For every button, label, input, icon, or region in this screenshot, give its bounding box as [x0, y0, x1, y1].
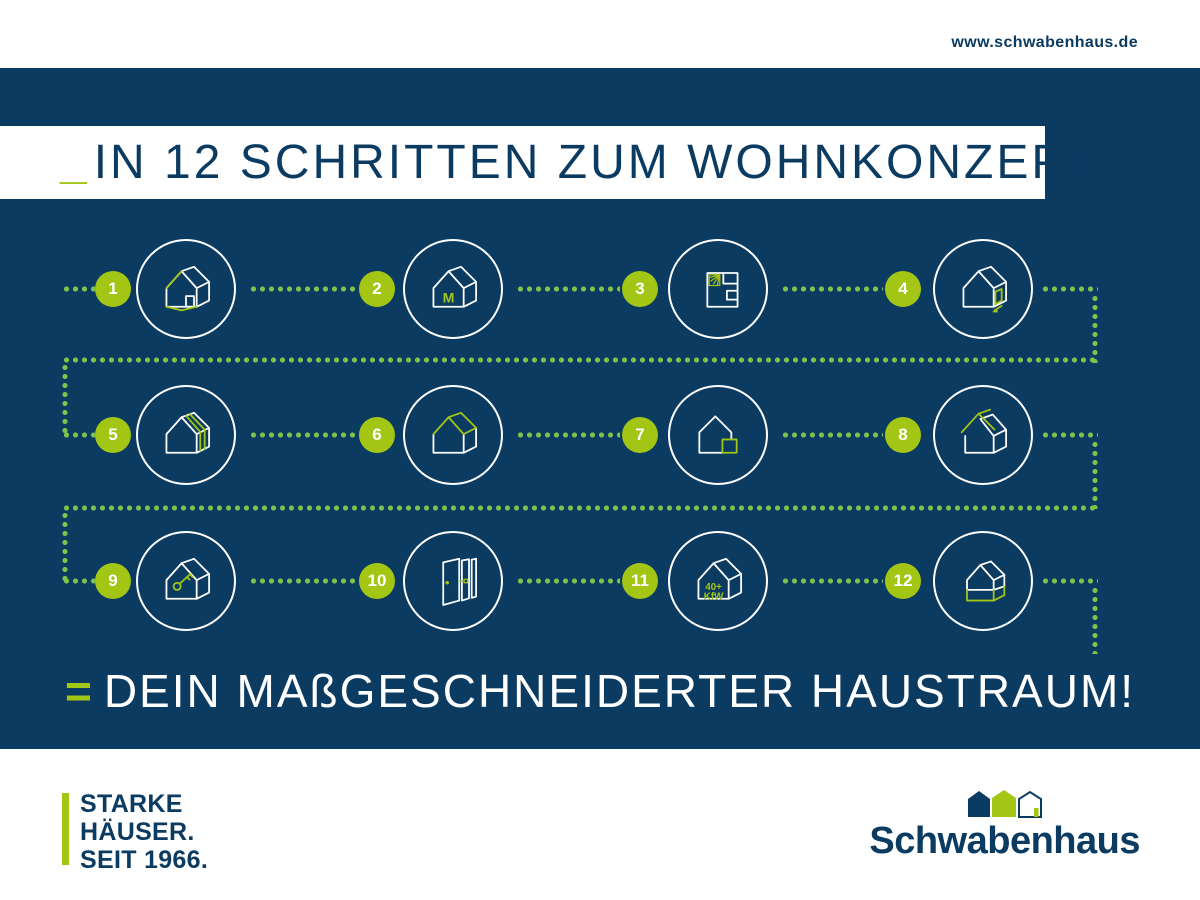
dotted-connector — [781, 432, 883, 438]
top-bar: www.schwabenhaus.de — [0, 0, 1200, 68]
dotted-connector — [62, 363, 68, 435]
result-text: DEIN MAßGESCHNEIDERTER HAUSTRAUM! — [103, 665, 1136, 717]
dotted-connector — [249, 578, 356, 584]
title-banner: _IN 12 SCHRITTEN ZUM WOHNKONZEPT — [0, 126, 1096, 199]
house-green-roof-icon — [432, 411, 477, 454]
step-11-icon-label-line2: KfW — [704, 592, 724, 603]
house-with-door-icon — [165, 265, 210, 312]
doors-icon — [442, 557, 477, 606]
house-annex-square-icon — [698, 415, 738, 454]
step-6-badge: 6 — [359, 417, 395, 453]
dotted-connector — [62, 511, 68, 583]
dotted-connector — [516, 432, 620, 438]
step-4-circle — [933, 239, 1033, 339]
schwabenhaus-logo: Schwabenhaus — [869, 787, 1140, 861]
dotted-connector — [62, 357, 1098, 363]
title-underscore-accent: _ — [60, 136, 90, 189]
dotted-connector — [1092, 440, 1098, 509]
step-6-circle — [403, 385, 503, 485]
dotted-connector — [249, 432, 356, 438]
three-houses-icon — [967, 790, 1042, 818]
dotted-connector — [1041, 432, 1098, 438]
step-12-circle — [933, 531, 1033, 631]
footer: STARKE HÄUSER. SEIT 1966. Schwabenhaus — [0, 749, 1200, 900]
dotted-connector — [62, 432, 95, 438]
tagline-accent-bar — [62, 793, 69, 865]
tagline-line-3: SEIT 1966. — [80, 846, 209, 874]
dotted-connector — [781, 286, 883, 292]
step-7-badge: 7 — [622, 417, 658, 453]
step-1-number: 1 — [108, 279, 118, 298]
equals-accent: = — [64, 665, 94, 717]
step-8-circle — [933, 385, 1033, 485]
step-7-number: 7 — [635, 425, 645, 444]
step-2-icon-label: M — [443, 290, 455, 306]
step-2-badge: 2 — [359, 271, 395, 307]
house-lifted-roof-icon — [960, 408, 1007, 454]
step-9-circle — [136, 531, 236, 631]
step-7-circle — [668, 385, 768, 485]
dotted-connector — [781, 578, 883, 584]
dotted-connector — [516, 286, 620, 292]
house-basement-icon — [966, 560, 1006, 602]
dotted-connector — [1092, 294, 1098, 363]
floor-plan-stairs-icon — [706, 272, 739, 308]
step-11-number: 11 — [631, 571, 649, 590]
step-12-badge: 12 — [885, 563, 921, 599]
step-8-number: 8 — [898, 425, 908, 444]
dotted-connector — [1092, 586, 1098, 654]
dotted-connector — [62, 286, 95, 292]
brand-wordmark: Schwabenhaus — [869, 820, 1140, 862]
step-4-badge: 4 — [885, 271, 921, 307]
website-url: www.schwabenhaus.de — [951, 34, 1138, 51]
step-10-number: 10 — [367, 571, 387, 590]
house-striped-panels-icon — [165, 411, 210, 454]
step-1-circle — [136, 239, 236, 339]
page-title: _IN 12 SCHRITTEN ZUM WOHNKONZEPT — [60, 135, 1099, 190]
dotted-connector — [516, 578, 620, 584]
step-11-icon-label-line1: 40+ — [705, 582, 722, 593]
tagline-line-2: HÄUSER. — [80, 818, 195, 846]
dotted-connector — [1041, 578, 1098, 584]
result-headline: = DEIN MAßGESCHNEIDERTER HAUSTRAUM! — [0, 664, 1200, 718]
house-letter-m-icon: M — [432, 265, 477, 308]
step-3-badge: 3 — [622, 271, 658, 307]
step-12-number: 12 — [893, 571, 913, 590]
step-5-badge: 5 — [95, 417, 131, 453]
step-4-number: 4 — [898, 279, 908, 298]
step-9-number: 9 — [108, 571, 118, 590]
step-3-circle — [668, 239, 768, 339]
house-key-icon — [165, 557, 210, 600]
step-10-badge: 10 — [359, 563, 395, 599]
dotted-connector — [249, 286, 356, 292]
step-5-number: 5 — [108, 425, 118, 444]
step-9-badge: 9 — [95, 563, 131, 599]
dotted-connector — [1041, 286, 1098, 292]
step-5-circle — [136, 385, 236, 485]
step-8-badge: 8 — [885, 417, 921, 453]
dotted-connector — [62, 578, 95, 584]
step-1-badge: 1 — [95, 271, 131, 307]
house-open-door-arrow-icon — [962, 265, 1007, 313]
step-2-circle: M — [403, 239, 503, 339]
step-2-number: 2 — [372, 279, 382, 298]
tagline: STARKE HÄUSER. SEIT 1966. — [80, 790, 208, 874]
dotted-connector — [62, 505, 1098, 511]
title-text: IN 12 SCHRITTEN ZUM WOHNKONZEPT — [93, 136, 1099, 189]
step-11-badge: 11 — [622, 563, 658, 599]
step-10-circle — [403, 531, 503, 631]
step-6-number: 6 — [372, 425, 382, 444]
house-kfw-icon: 40+ KfW — [697, 557, 742, 603]
step-3-number: 3 — [635, 279, 645, 298]
tagline-line-1: STARKE — [80, 790, 183, 818]
step-11-circle: 40+ KfW — [668, 531, 768, 631]
